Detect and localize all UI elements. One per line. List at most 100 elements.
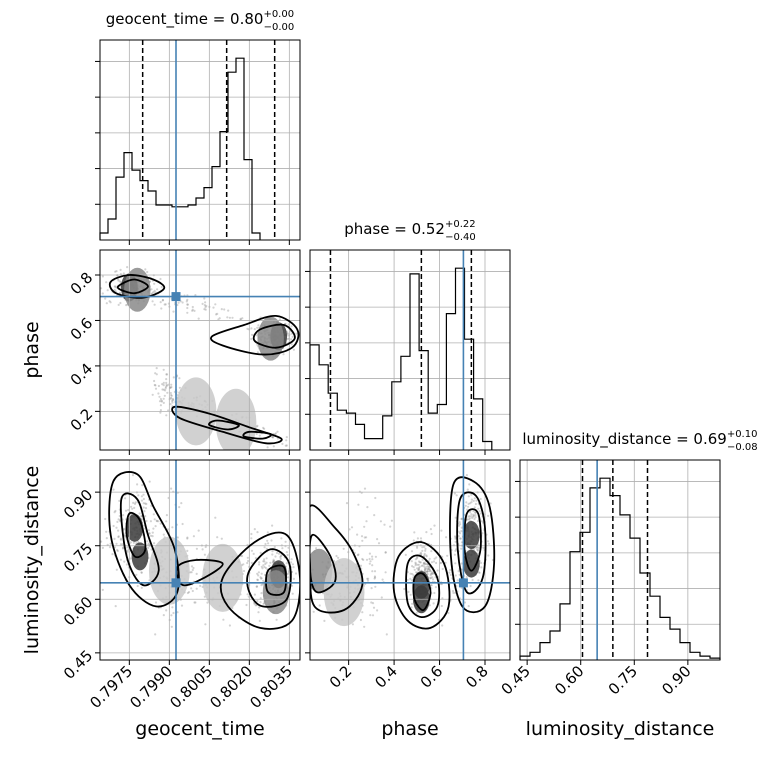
- sample-point: [410, 550, 414, 553]
- sample-point: [411, 572, 414, 576]
- title-geocent-time: geocent_time = 0.80+0.00 −0.00: [106, 9, 295, 33]
- sample-point: [478, 571, 481, 574]
- sample-point: [118, 519, 121, 522]
- sample-point: [479, 561, 483, 565]
- sample-point: [278, 318, 281, 321]
- sample-point: [426, 570, 429, 573]
- contour-line: [125, 511, 147, 559]
- sample-point: [176, 536, 179, 539]
- sample-point: [178, 386, 181, 389]
- sample-point: [273, 545, 276, 549]
- sample-point: [190, 571, 193, 574]
- tick-label-x-phase: 0.2: [326, 662, 356, 692]
- sample-point: [115, 270, 118, 273]
- density-region: [124, 267, 151, 312]
- sample-point: [457, 530, 460, 533]
- sample-point: [191, 309, 194, 312]
- sample-point: [428, 570, 431, 573]
- tick-label-x-geocent-time: 0.8020: [206, 662, 256, 712]
- sample-point: [446, 554, 449, 557]
- sample-point: [312, 610, 315, 613]
- sample-point: [467, 502, 470, 505]
- sample-point: [255, 585, 259, 588]
- sample-point: [181, 522, 184, 526]
- sample-point: [148, 480, 151, 483]
- sample-point: [117, 535, 120, 538]
- sample-point: [108, 546, 112, 549]
- sample-point: [227, 309, 230, 312]
- sample-point: [161, 383, 164, 386]
- sample-point: [242, 569, 246, 573]
- sample-point: [467, 495, 470, 498]
- sample-point: [177, 301, 180, 304]
- sample-point: [170, 383, 173, 386]
- axis-label-x-geocent-time: geocent_time: [135, 718, 264, 740]
- sample-point: [178, 377, 181, 380]
- sample-point: [263, 558, 266, 561]
- sample-point: [448, 571, 451, 574]
- sample-point: [487, 514, 490, 518]
- sample-point: [263, 565, 266, 569]
- sample-point: [290, 558, 293, 561]
- sample-point: [384, 571, 387, 574]
- sample-point: [280, 555, 283, 558]
- panel-phase-vs-geocent-time-frame: [99, 249, 301, 451]
- sample-point: [250, 327, 253, 330]
- contours-luminosity-distance-vs-geocent-time: [108, 471, 300, 630]
- sample-point: [204, 306, 207, 309]
- sample-point: [126, 550, 129, 553]
- sample-point: [119, 268, 122, 271]
- sample-point: [371, 570, 374, 573]
- sample-point: [280, 554, 283, 557]
- sample-point: [214, 516, 217, 519]
- sample-point: [259, 576, 262, 579]
- sample-point: [423, 563, 426, 566]
- sample-point: [463, 601, 466, 604]
- hist-panel-geocent-time-frame: [99, 39, 301, 241]
- sample-point: [455, 494, 458, 497]
- contour-line: [171, 405, 283, 445]
- sample-point: [410, 560, 413, 563]
- sample-point: [156, 520, 159, 523]
- sample-point: [127, 508, 130, 512]
- sample-point: [482, 546, 485, 550]
- sample-point: [204, 623, 207, 626]
- sample-point: [260, 565, 263, 568]
- sample-point: [414, 561, 417, 564]
- sample-point: [172, 310, 175, 313]
- sample-point: [153, 303, 156, 306]
- sample-point: [154, 387, 158, 390]
- contour-line: [246, 548, 292, 608]
- contour-line: [265, 564, 287, 596]
- contour-line: [463, 508, 482, 572]
- sample-point: [455, 548, 458, 551]
- sample-point: [155, 373, 158, 376]
- sample-point: [142, 502, 145, 505]
- sample-point: [487, 542, 490, 545]
- sample-point: [154, 601, 158, 604]
- sample-point: [116, 520, 119, 524]
- sample-point: [423, 554, 426, 557]
- sample-point: [171, 401, 174, 404]
- sample-point: [216, 536, 219, 539]
- sample-point: [285, 562, 288, 565]
- sample-point: [180, 502, 183, 505]
- sample-point: [100, 540, 103, 543]
- sample-point: [304, 577, 306, 579]
- sample-point: [151, 300, 154, 303]
- sample-point: [323, 619, 326, 623]
- sample-point: [467, 515, 470, 518]
- sample-point: [292, 577, 295, 581]
- sample-point: [275, 551, 279, 555]
- sample-point: [290, 584, 294, 587]
- title-main: phase = 0.52: [344, 220, 445, 238]
- sample-point: [282, 353, 285, 356]
- sample-point: [114, 605, 117, 608]
- sample-point: [115, 542, 118, 545]
- tick-label-x-phase: 0.4: [371, 662, 401, 692]
- sample-point: [142, 506, 145, 509]
- sample-point: [285, 551, 288, 554]
- contour-line: [405, 554, 441, 619]
- sample-point: [254, 604, 257, 607]
- sample-point: [429, 574, 432, 577]
